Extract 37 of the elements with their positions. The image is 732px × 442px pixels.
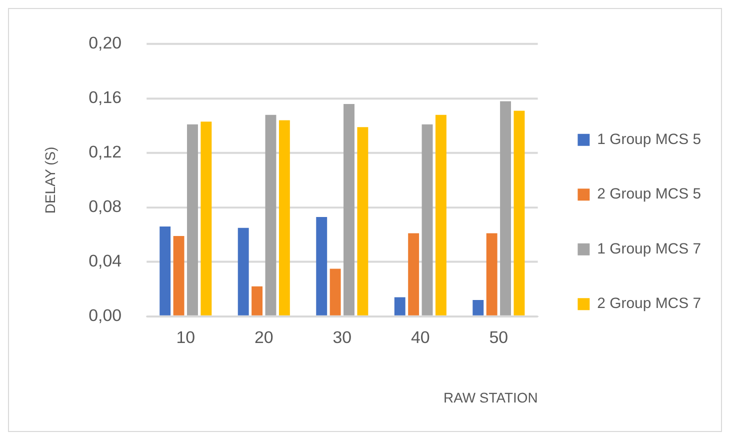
bar [435,114,446,316]
bar [330,268,341,316]
x-tick-label: 40 [410,328,430,348]
bar [265,114,276,316]
legend-label: 1 Group MCS 5 [597,131,702,148]
y-tick-label: 0,16 [88,88,122,108]
bar [316,216,328,316]
bar [514,110,525,316]
bar [252,286,263,316]
x-tick-label: 10 [176,328,196,348]
y-tick-label: 0,20 [88,34,122,53]
bar [160,226,171,316]
bar [357,127,368,316]
y-tick-label: 0,00 [88,306,122,326]
x-tick-label: 20 [254,328,274,348]
bar [278,120,290,316]
legend-label: 2 Group MCS 7 [597,295,702,312]
bar [486,233,498,316]
x-tick-label: 50 [489,328,508,348]
bar [394,297,406,316]
y-tick-label: 0,08 [88,197,122,216]
bar [187,124,198,316]
y-axis-title: DELAY (S) [42,146,58,214]
y-tick-label: 0,12 [88,142,122,162]
bar [500,101,511,316]
bar [344,104,354,316]
bar [472,300,484,316]
x-tick-label: 30 [332,328,352,348]
legend-label: 2 Group MCS 5 [597,186,702,203]
bar [173,236,184,316]
bar [238,228,249,316]
y-tick-label: 0,04 [88,252,122,271]
bar [422,124,433,316]
x-axis-title: RAW STATION [444,390,538,406]
legend-label: 1 Group MCS 7 [597,240,702,258]
bar [408,233,420,316]
bar [200,122,212,316]
